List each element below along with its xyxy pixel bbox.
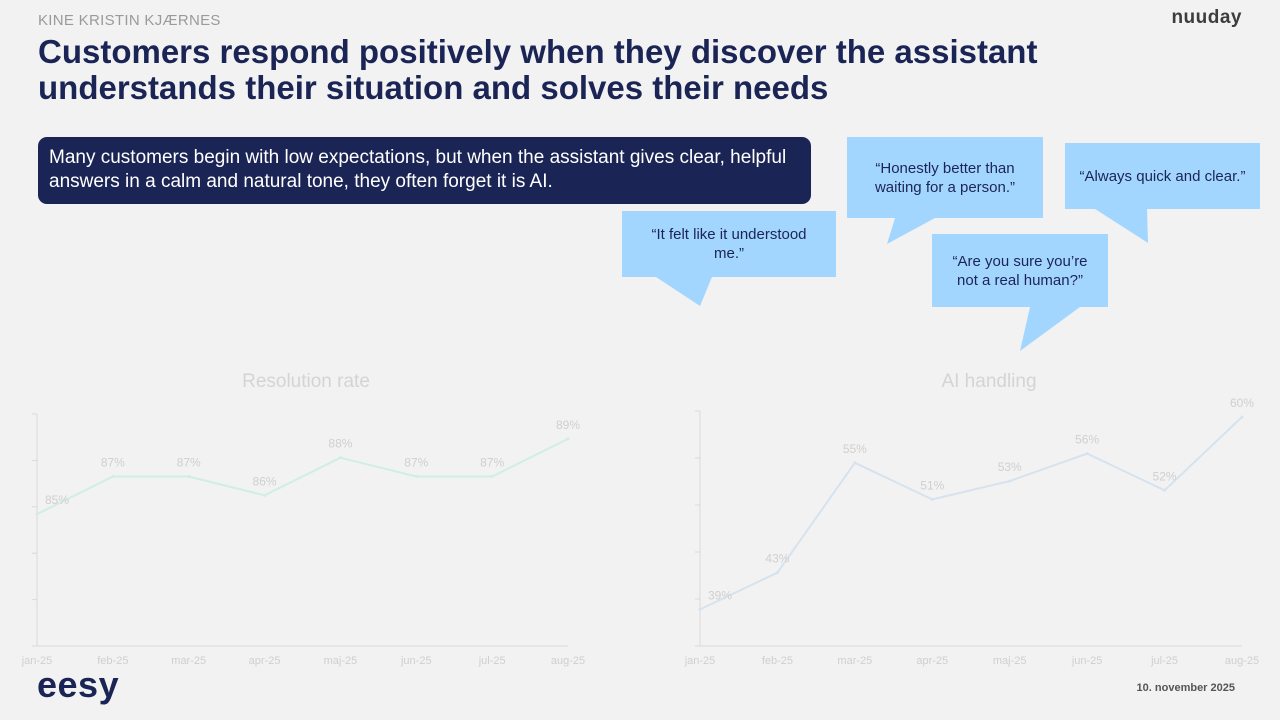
data-label: 43% (765, 552, 789, 566)
bubble-tail (1095, 209, 1148, 243)
bubble-tail (656, 277, 712, 306)
chart-title: AI handling (941, 371, 1036, 392)
quote-text: “Honestly better than waiting for a pers… (874, 159, 1016, 196)
x-tick-label: jun-25 (400, 655, 432, 667)
quote-text: “Always quick and clear.” (1079, 167, 1246, 185)
slide-title: Customers respond positively when they d… (38, 33, 1038, 106)
quote-text: “It felt like it understood me.” (651, 226, 807, 262)
chart-title: Resolution rate (242, 371, 370, 392)
data-label: 89% (556, 418, 580, 432)
x-tick-label: jan-25 (21, 655, 53, 667)
x-tick-label: feb-25 (97, 655, 128, 667)
data-point (35, 512, 39, 516)
data-label: 87% (404, 456, 428, 470)
data-label: 51% (920, 478, 944, 492)
slide-date: 10. november 2025 (1136, 682, 1235, 694)
data-point (1163, 488, 1167, 492)
data-point (187, 475, 191, 478)
x-tick-label: jul-25 (1150, 655, 1178, 667)
brand-logo: nuuday (1171, 7, 1242, 28)
data-point (566, 437, 570, 441)
data-label: 55% (843, 442, 867, 456)
quote-text: “Are you sure you’re not a real human?” (952, 252, 1088, 289)
x-tick-label: aug-25 (1225, 655, 1259, 667)
series-line (36, 437, 569, 516)
data-label: 60% (1230, 396, 1254, 410)
x-tick-label: aug-25 (551, 655, 585, 667)
data-point (775, 571, 779, 575)
data-label: 52% (1153, 469, 1177, 483)
x-tick-label: apr-25 (249, 655, 281, 667)
data-label: 85% (45, 493, 69, 507)
x-tick-label: jul-25 (478, 655, 506, 667)
data-point (263, 493, 267, 497)
x-tick-label: jun-25 (1071, 655, 1103, 667)
data-label: 39% (708, 588, 732, 602)
resolution-rate-chart: Resolution rate 85% jan-25 87% feb-25 87% mar-… (21, 371, 585, 667)
author-name: KINE KRISTIN KJÆRNES (38, 12, 221, 29)
x-tick-label: mar-25 (171, 655, 206, 667)
data-point (1008, 479, 1012, 483)
quote-bubble-quick: “Always quick and clear.” (1065, 143, 1260, 243)
data-point (1240, 415, 1244, 419)
x-tick-label: mar-25 (837, 655, 872, 667)
eesy-logo: eesy (37, 664, 120, 705)
data-point (338, 456, 342, 460)
data-label: 53% (998, 460, 1022, 474)
quote-bubble-better: “Honestly better than waiting for a pers… (847, 137, 1043, 244)
data-label: 87% (480, 456, 504, 470)
x-tick-label: maj-25 (993, 655, 1027, 667)
bubble-tail (887, 218, 935, 244)
data-point (111, 475, 115, 478)
callout-box: Many customers begin with low expectatio… (38, 137, 811, 204)
data-label: 88% (328, 437, 352, 451)
data-point (853, 461, 857, 465)
series-line (699, 416, 1243, 611)
data-label: 56% (1075, 433, 1099, 447)
x-tick-label: apr-25 (916, 655, 948, 667)
x-tick-label: jan-25 (684, 655, 716, 667)
data-point (698, 607, 702, 611)
data-label: 87% (101, 456, 125, 470)
data-label: 87% (177, 456, 201, 470)
x-tick-label: feb-25 (762, 655, 793, 667)
data-point (490, 475, 494, 478)
data-point (414, 475, 418, 478)
quote-bubble-human: “Are you sure you’re not a real human?” (932, 234, 1108, 351)
data-label: 86% (253, 474, 277, 488)
x-tick-label: maj-25 (324, 655, 358, 667)
quote-bubble-understood: “It felt like it understood me.” (622, 211, 836, 306)
data-point (930, 497, 934, 501)
ai-handling-chart: AI handling 39% jan-25 43% feb-25 55% mar-25 51… (684, 371, 1259, 667)
bubble-tail (1020, 307, 1080, 351)
data-point (1085, 452, 1089, 456)
